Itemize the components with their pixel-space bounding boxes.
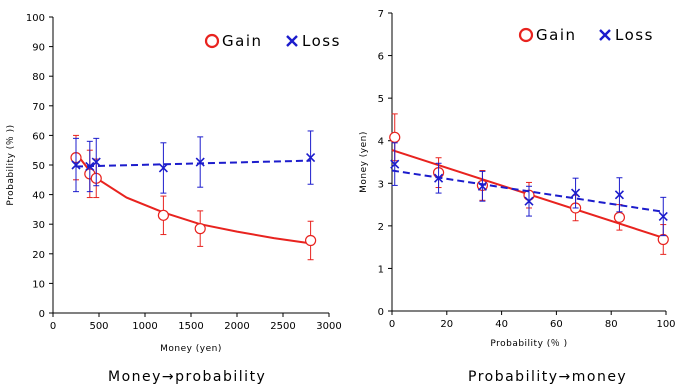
x-tick-label: 100: [656, 319, 675, 330]
y-tick-label: 70: [32, 102, 45, 113]
x-marker: [91, 157, 101, 167]
circle-marker: [305, 234, 317, 247]
x-tick-label: 20: [440, 319, 453, 330]
legend: Gain Loss: [204, 32, 341, 50]
y-tick-label: 1: [378, 264, 384, 275]
x-marker: [390, 159, 400, 169]
x-marker: [477, 181, 487, 191]
gain-data-point: [305, 220, 317, 261]
y-tick-label: 90: [32, 43, 45, 54]
x-tick-label: 500: [89, 321, 108, 332]
x-axis-label: Probability (％ ): [490, 338, 567, 349]
plot-area: [389, 113, 669, 255]
y-axis-label: Money (yen): [359, 131, 369, 193]
loss-data-point: [195, 136, 205, 188]
chart-probability-to-money: 0 20 40 60 80 100 0 1 2 3 4 5 6 7 Probability (％ ) M…: [359, 9, 675, 349]
legend-gain-marker: [518, 27, 534, 43]
x-marker: [434, 173, 444, 183]
x-marker: [71, 160, 81, 170]
circle-marker: [389, 131, 401, 143]
y-tick-label: 0: [39, 309, 45, 320]
x-marker: [571, 188, 581, 198]
loss-data-point: [71, 137, 81, 193]
legend-gain-label: Gain: [536, 26, 577, 44]
loss-fit-line: [75, 159, 311, 168]
y-tick-label: 20: [32, 250, 45, 261]
x-ticks: 0 20 40 60 80 100: [389, 311, 675, 330]
circle-marker: [613, 211, 626, 223]
y-tick-label: 80: [32, 72, 45, 83]
caption-left: Money→probability: [108, 369, 267, 385]
x-tick-label: 0: [389, 319, 395, 330]
y-tick-label: 40: [32, 191, 45, 202]
plot-area: [70, 130, 317, 261]
caption-right: Probability→money: [468, 369, 628, 385]
loss-data-point: [85, 140, 95, 193]
loss-data-point: [477, 170, 487, 202]
y-tick-label: 3: [378, 179, 384, 190]
x-tick-label: 2000: [224, 321, 249, 332]
y-tick-label: 7: [378, 9, 384, 20]
legend-loss-label: Loss: [615, 26, 654, 44]
x-marker: [85, 161, 95, 172]
legend-loss-marker: [286, 35, 298, 47]
gain-data-point: [613, 204, 626, 231]
x-marker: [306, 153, 316, 163]
y-tick-label: 50: [32, 161, 45, 172]
legend-gain-label: Gain: [222, 32, 263, 50]
x-axis-label: Money (yen): [160, 344, 222, 354]
circle-marker: [157, 209, 169, 221]
loss-data-point: [524, 185, 534, 217]
gain-data-point: [194, 210, 206, 247]
loss-data-point: [91, 137, 101, 187]
loss-data-point: [571, 177, 581, 209]
y-tick-label: 10: [32, 279, 45, 290]
loss-data-point: [614, 177, 624, 213]
x-tick-label: 1500: [178, 321, 203, 332]
x-marker: [195, 157, 205, 167]
y-ticks: 0 1 2 3 4 5 6 7: [378, 9, 392, 318]
x-marker: [158, 163, 168, 173]
y-tick-label: 100: [26, 13, 45, 24]
x-marker: [524, 196, 534, 206]
y-tick-label: 4: [378, 137, 384, 148]
x-tick-label: 2500: [270, 321, 295, 332]
y-tick-label: 0: [378, 307, 384, 318]
legend: Gain Loss: [518, 26, 654, 44]
x-marker: [614, 190, 624, 200]
legend-loss-marker: [599, 29, 611, 41]
legend-gain-marker: [204, 33, 220, 49]
gain-data-point: [157, 195, 169, 236]
loss-data-point: [158, 142, 168, 194]
y-ticks: 0 10 20 30 40 50 60 70 80 90 100: [26, 13, 53, 320]
x-tick-label: 1000: [132, 321, 157, 332]
y-axis-label: Probability (％ )): [5, 124, 16, 205]
circle-marker: [194, 223, 206, 235]
y-tick-label: 60: [32, 131, 45, 142]
x-tick-label: 60: [550, 319, 563, 330]
y-tick-label: 5: [378, 94, 384, 105]
loss-data-point: [434, 162, 444, 194]
gain-fit-line: [75, 152, 311, 245]
loss-data-point: [390, 142, 400, 186]
x-tick-label: 0: [50, 321, 56, 332]
x-tick-label: 3000: [316, 321, 341, 332]
x-marker: [658, 211, 668, 222]
chart-money-to-probability: 0 500 1000 1500 2000 2500 3000 0 10 20 30 40 50 60 70…: [5, 13, 342, 354]
y-tick-label: 2: [378, 222, 384, 233]
x-tick-label: 40: [495, 319, 508, 330]
x-tick-label: 80: [605, 319, 618, 330]
loss-data-point: [658, 196, 668, 237]
y-tick-label: 30: [32, 220, 45, 231]
legend-loss-label: Loss: [302, 32, 341, 50]
x-ticks: 0 500 1000 1500 2000 2500 3000: [50, 313, 342, 332]
y-tick-label: 6: [378, 52, 384, 63]
loss-data-point: [306, 130, 316, 185]
